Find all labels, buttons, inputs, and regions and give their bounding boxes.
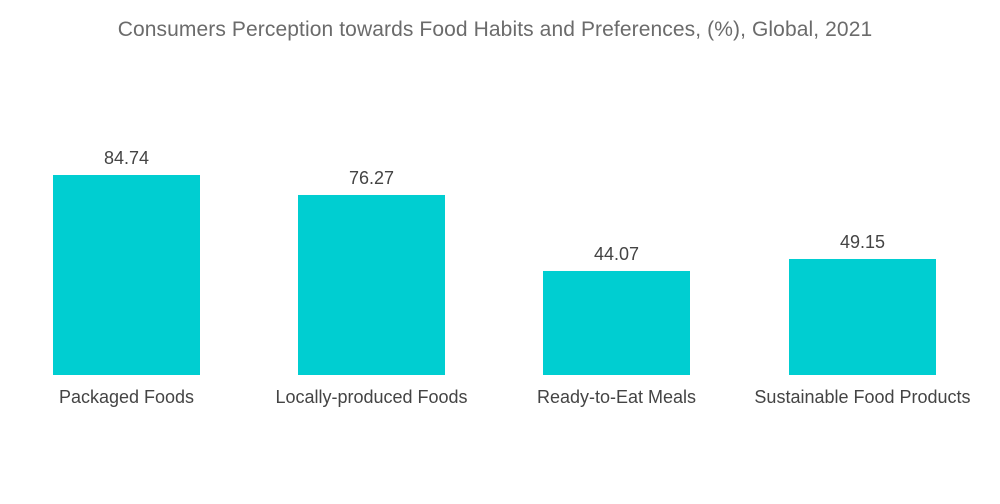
- category-label-sustainable-food-products: Sustainable Food Products: [754, 387, 970, 407]
- bar-packaged-foods: [53, 175, 200, 375]
- value-label-ready-to-eat-meals: 44.07: [594, 244, 639, 264]
- value-label-packaged-foods: 84.74: [104, 148, 149, 168]
- value-label-sustainable-food-products: 49.15: [840, 232, 885, 252]
- category-label-packaged-foods: Packaged Foods: [59, 387, 194, 407]
- chart-title: Consumers Perception towards Food Habits…: [117, 18, 873, 41]
- bar-locally-produced-foods: [298, 194, 445, 375]
- category-label-ready-to-eat-meals: Ready-to-Eat Meals: [537, 387, 696, 407]
- bar-sustainable-food-products: [789, 258, 936, 375]
- category-label-locally-produced-foods: Locally-produced Foods: [275, 387, 467, 407]
- value-label-locally-produced-foods: 76.27: [349, 168, 394, 188]
- bar-ready-to-eat-meals: [543, 270, 690, 375]
